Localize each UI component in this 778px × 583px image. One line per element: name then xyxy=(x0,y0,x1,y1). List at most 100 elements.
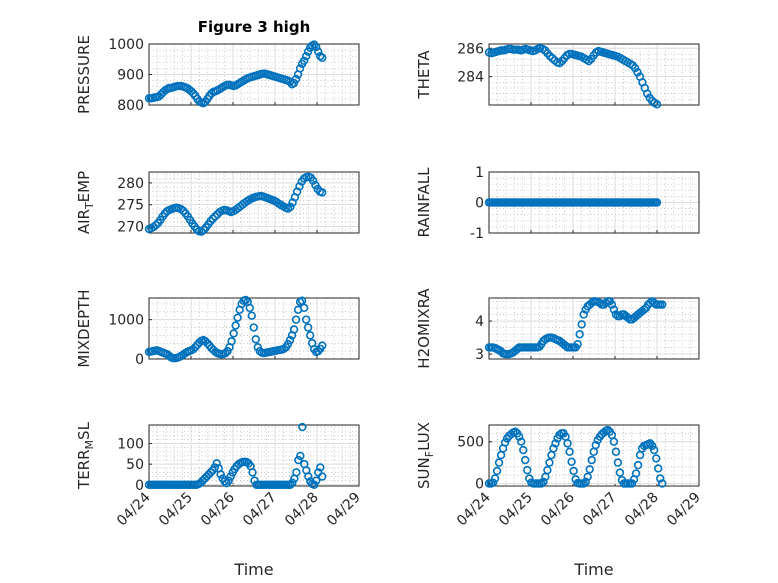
data-point xyxy=(521,455,530,465)
subplot-theta: 284 286 THETA xyxy=(415,41,700,109)
x-tick-label: 04/24 xyxy=(114,489,154,529)
y-tick-label: 0 xyxy=(135,352,144,368)
data-point xyxy=(298,422,307,432)
x-tick-label: 04/27 xyxy=(240,490,280,530)
data-point xyxy=(221,348,230,358)
x-tick-label: 04/26 xyxy=(198,489,238,529)
data-point xyxy=(579,310,588,319)
data-point xyxy=(318,53,327,62)
x-tick-label: 04/28 xyxy=(622,490,662,530)
data-point xyxy=(658,479,667,488)
y-axis-label-main: THETA xyxy=(415,50,433,100)
chart-title: Figure 3 high xyxy=(198,18,311,36)
data-point xyxy=(251,335,260,344)
data-point xyxy=(318,188,327,197)
data-point xyxy=(305,331,315,340)
data-point xyxy=(515,432,524,441)
y-axis-label-subscript: F xyxy=(423,451,436,457)
data-point xyxy=(639,305,649,314)
data-point xyxy=(288,478,297,487)
x-tick-label: 04/26 xyxy=(538,489,578,529)
y-axis-label-tail: SL xyxy=(75,421,93,440)
data-point xyxy=(291,315,301,324)
data-point xyxy=(490,474,500,483)
data-point xyxy=(613,458,623,467)
data-point xyxy=(210,212,220,221)
y-tick-label: 275 xyxy=(117,198,144,214)
data-point xyxy=(609,305,619,314)
data-point xyxy=(603,425,613,435)
data-point xyxy=(285,335,295,345)
data-point xyxy=(627,479,637,488)
axes-border xyxy=(148,43,360,106)
data-point xyxy=(537,479,546,488)
subplot-mixdepth: 0 1000 MIXDEPTH xyxy=(75,289,360,368)
y-axis-label-subscript: M xyxy=(83,440,96,450)
data-point xyxy=(231,321,240,330)
data-point xyxy=(575,330,584,339)
data-point xyxy=(245,303,254,313)
y-tick-label: 1 xyxy=(475,165,484,181)
data-point xyxy=(523,465,532,475)
y-axis-label-tail: LUX xyxy=(415,422,433,451)
data-point xyxy=(587,455,596,465)
data-point xyxy=(318,472,327,481)
data-point xyxy=(310,480,319,489)
y-tick-label: 900 xyxy=(117,68,144,84)
data-point xyxy=(227,337,236,346)
data-point xyxy=(312,476,321,485)
data-point xyxy=(652,454,661,463)
data-point xyxy=(224,476,233,485)
y-axis-label-subscript: T xyxy=(83,202,96,210)
data-point xyxy=(583,472,592,482)
subplot-sun-flux: 04/24 04/25 04/26 04/27 04/28 04/29 0 500 SUNFLU… xyxy=(415,422,704,579)
data-point xyxy=(206,468,215,477)
data-point xyxy=(539,477,548,487)
data-point xyxy=(295,182,304,191)
data-point xyxy=(488,478,498,487)
y-axis-label-main: H2OMIXRA xyxy=(415,288,433,369)
y-axis-label-main: TERR xyxy=(75,449,93,490)
data-point xyxy=(279,344,289,353)
y-tick-label: 284 xyxy=(457,70,484,86)
x-tick-label: 04/27 xyxy=(580,490,620,530)
data-point xyxy=(517,437,526,446)
y-axis-label-main: PRESSURE xyxy=(75,35,93,114)
data-point xyxy=(500,438,510,447)
y-tick-label: 1000 xyxy=(108,313,144,329)
data-point xyxy=(631,469,641,478)
data-point xyxy=(519,445,528,455)
data-point xyxy=(299,303,309,313)
data-point xyxy=(316,51,325,61)
data-point xyxy=(633,460,643,470)
y-tick-label: 286 xyxy=(457,41,484,57)
data-point xyxy=(579,479,588,488)
data-point xyxy=(551,439,560,448)
y-tick-label: 50 xyxy=(126,457,144,473)
y-tick-label: 4 xyxy=(475,314,484,330)
x-tick-label: 04/28 xyxy=(282,490,322,530)
data-point xyxy=(212,459,221,468)
data-point xyxy=(525,474,534,483)
subplot-air-temp: 270 275 280 AIRTEMP xyxy=(75,171,360,236)
data-point xyxy=(573,339,582,349)
x-tick-label: 04/29 xyxy=(664,490,704,530)
data-point xyxy=(316,463,325,472)
data-point xyxy=(649,445,659,455)
y-tick-label: 270 xyxy=(117,219,144,235)
data-point xyxy=(633,68,642,77)
data-point xyxy=(654,464,663,473)
data-point xyxy=(510,427,520,436)
data-point xyxy=(318,341,327,350)
data-point xyxy=(549,444,558,453)
axes-frame xyxy=(148,297,360,360)
y-axis-label-main: AIR xyxy=(75,209,93,234)
data-point xyxy=(292,468,301,477)
x-axis-label: Time xyxy=(573,560,613,579)
data-point xyxy=(210,463,219,472)
data-point xyxy=(296,451,305,461)
data-point xyxy=(494,458,504,467)
axes-border xyxy=(488,424,700,487)
data-point xyxy=(289,325,299,334)
